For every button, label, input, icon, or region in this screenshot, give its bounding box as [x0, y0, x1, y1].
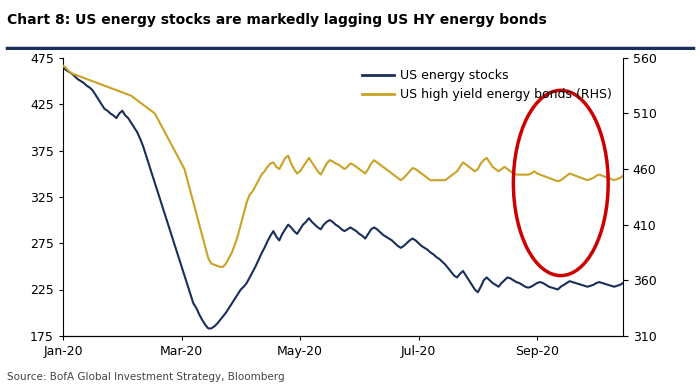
Text: Source: BofA Global Investment Strategy, Bloomberg: Source: BofA Global Investment Strategy,…	[7, 372, 285, 382]
Text: Chart 8: US energy stocks are markedly lagging US HY energy bonds: Chart 8: US energy stocks are markedly l…	[7, 13, 547, 27]
Legend: US energy stocks, US high yield energy bonds (RHS): US energy stocks, US high yield energy b…	[358, 64, 617, 107]
